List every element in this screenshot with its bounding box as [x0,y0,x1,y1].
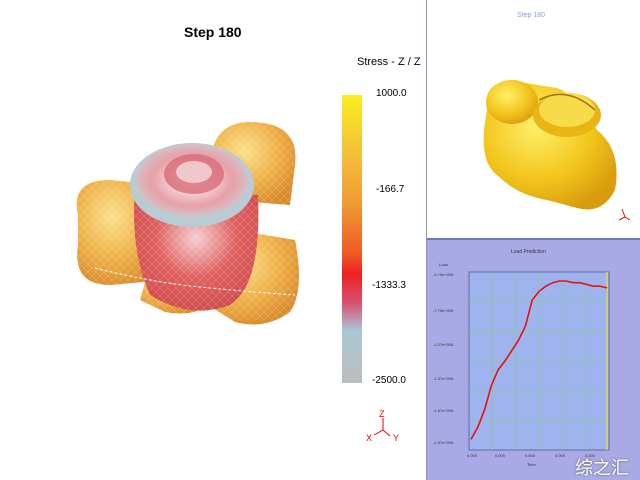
plot-ylabel: Load [439,262,448,267]
forging-part-3d-render [70,120,310,325]
y-tick: -1.67e+006 [433,408,454,413]
plot-title: Load Prediction [511,249,546,255]
preview-axis-triad-icon [618,208,631,221]
colorbar [342,95,362,383]
panel-divider-horizontal [427,238,640,240]
colorbar-label-2: -166.7 [376,184,405,195]
preview-viewport[interactable]: Step 180 [427,0,640,238]
triad-label-z: Z [379,409,385,419]
y-tick: -1.37e+006 [433,376,454,381]
main-viewport[interactable]: Step 180 [0,0,426,480]
y-tick: -7.70e+005 [433,308,454,313]
panel-divider-vertical [426,0,427,480]
step-title: Step 180 [184,24,242,40]
y-tick: -1.97e+006 [433,440,454,445]
y-tick: -4.70e+005 [433,272,454,277]
y-tick: -1.07e+006 [433,342,454,347]
colorbar-label-3: -1333.3 [372,280,406,291]
colorbar-label-min: -2500.0 [372,375,406,386]
x-tick: 0.000 [495,453,506,458]
triad-label-x: X [366,433,373,443]
preview-step-title: Step 180 [517,12,546,19]
colorbar-title: Stress - Z / Z [357,56,421,68]
load-plot-chart [468,271,610,451]
x-tick: 0.000 [467,453,478,458]
preview-part-render [483,80,617,210]
x-tick: 0.000 [585,453,596,458]
load-series-line [470,280,608,440]
watermark-logo: 综之汇 [575,458,629,479]
x-tick: 0.000 [555,453,566,458]
triad-label-y: Y [393,433,400,443]
load-plot-panel[interactable]: Load Prediction Load Time -1.7e+00 1.30e… [427,240,640,480]
plot-xlabel: Time [527,462,536,467]
colorbar-label-max: 1000.0 [376,88,407,99]
axis-triad-icon [373,418,391,437]
x-tick: 0.000 [525,453,536,458]
